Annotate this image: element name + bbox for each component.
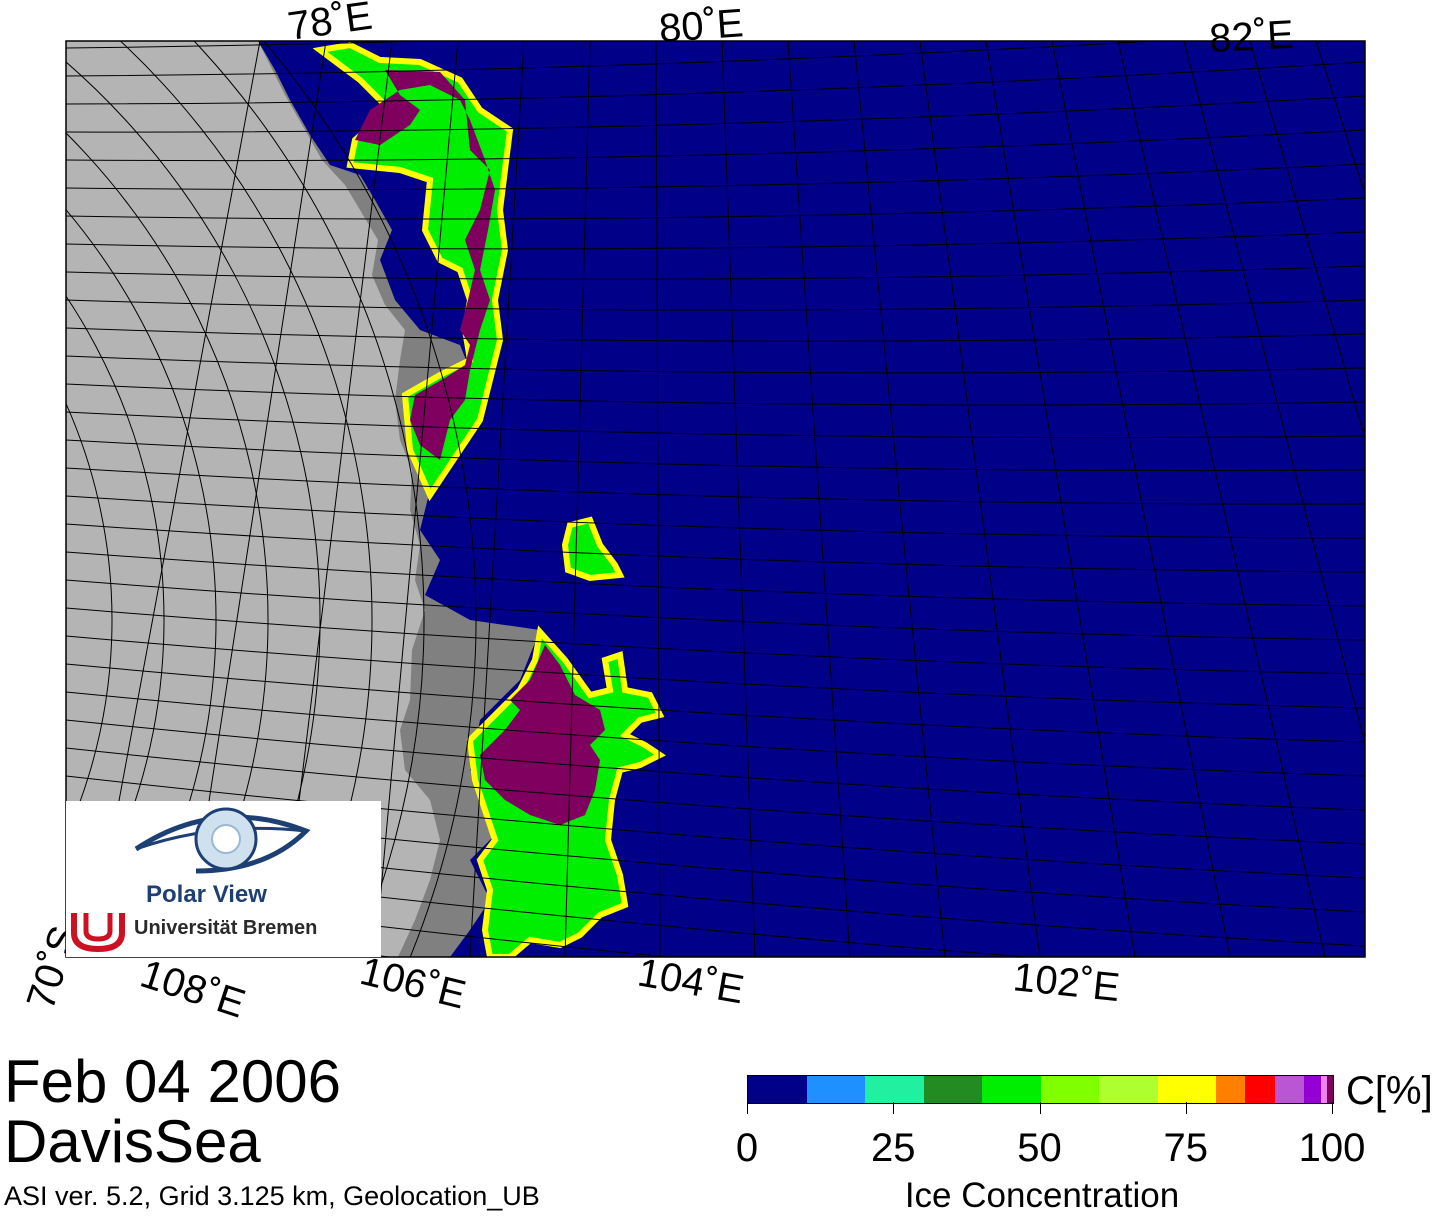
colorbar-segment [1274,1076,1304,1103]
graticule-line [0,173,60,948]
colorbar-tick-mark [893,1102,895,1114]
colorbar-segment [806,1076,865,1103]
logo-subtitle: Universität Bremen [134,917,318,939]
graticule-line [66,95,1365,133]
colorbar-segment [1321,1076,1328,1103]
region-label: DavisSea [4,1108,261,1175]
colorbar-segment [748,1076,807,1103]
logo-title: Polar View [146,881,267,908]
method-label: ASI ver. 5.2, Grid 3.125 km, Geolocation… [4,1181,540,1211]
graticule-line [66,691,1365,777]
lon-label-top: 80˚E [658,1,745,51]
colorbar-tick-label: 50 [1017,1126,1062,1170]
graticule-line [66,61,1365,105]
graticule-line [66,41,439,49]
graticule-line [66,551,1365,607]
graticule-line [66,439,1365,472]
graticule-line [193,41,425,957]
colorbar-segment [1245,1076,1275,1103]
colorbar-segment [865,1076,924,1103]
ice-floe [561,516,625,582]
ice-dense [480,645,605,825]
graticule-line [66,129,1365,162]
colorbar-segment [1303,1076,1322,1103]
graticule-line [66,383,1365,406]
colorbar-tick-label: 0 [735,1126,759,1170]
graticule-line [1382,41,1442,957]
colorbar-title: Ice Concentration [904,1176,1180,1215]
land-area [66,41,440,957]
colorbar-segment [1099,1076,1158,1103]
graticule-line [66,163,1365,191]
graticule-line [66,411,1365,439]
colorbar-tick-label: 100 [1298,1126,1366,1170]
graticule-line [66,355,1365,374]
colorbar-tick-mark [1185,1102,1187,1114]
graticule-line [1117,41,1326,957]
eye-icon [134,807,311,874]
graticule-line [66,197,1365,220]
lon-label-bottom: 104˚E [634,951,747,1013]
colorbar-segment [1327,1076,1333,1103]
graticule-line [263,41,477,957]
graticule-line [374,41,459,957]
date-label: Feb 04 2006 [4,1048,341,1115]
colorbar-tick-mark [747,1102,748,1114]
university-crest-icon [71,913,125,953]
graticule-line [66,523,1365,573]
graticule-line [721,41,756,957]
map-frame [65,40,1366,958]
graticule-line [1051,41,1231,957]
graticule-line [1249,41,1365,441]
colorbar-tick-mark [1039,1102,1041,1114]
colorbar-unit: C[%] [1346,1069,1433,1113]
graticule-line [655,41,661,957]
graticule-line [469,41,525,957]
colorbar-segment [1157,1076,1216,1103]
colorbar-segment [923,1076,982,1103]
lon-label-bottom: 108˚E [135,952,250,1027]
graticule-line [985,41,1136,957]
ice-north [312,41,514,502]
graticule-line [1183,41,1365,746]
lon-label-bottom: 106˚E [356,949,470,1018]
graticule-line [66,495,1365,539]
graticule-line [787,41,851,957]
graticule-line [919,41,1041,957]
lon-label-top: 82˚E [1208,13,1295,61]
graticule-line [853,41,946,957]
graticule-line [564,41,591,957]
graticule-line [66,41,1163,77]
graticule-line [66,663,1365,743]
colorbar-segment [1216,1076,1246,1103]
graticule-line [119,41,373,957]
colorbar-segment [982,1076,1041,1103]
graticule-line [66,719,1365,811]
graticule-line [66,775,1365,879]
graticule-line [66,467,1365,505]
colorbar-segment [1040,1076,1099,1103]
ice-south [466,625,666,957]
colorbar-tick-label: 25 [871,1126,916,1170]
lon-label-bottom: 102˚E [1011,955,1122,1010]
graticule-line [66,265,1365,280]
graticule-line [66,635,1365,709]
graticule-line [66,299,1365,311]
graticule-line [66,747,1365,845]
colorbar [747,1075,1334,1104]
graticule-line [66,327,1365,342]
graticule-line [66,402,113,838]
graticule-line [66,231,1365,250]
polar-view-logo: Polar View Universität Bremen [66,801,381,957]
graticule-line [66,607,1365,675]
colorbar-tick-label: 75 [1163,1126,1209,1170]
colorbar-tick-mark [1332,1102,1333,1114]
